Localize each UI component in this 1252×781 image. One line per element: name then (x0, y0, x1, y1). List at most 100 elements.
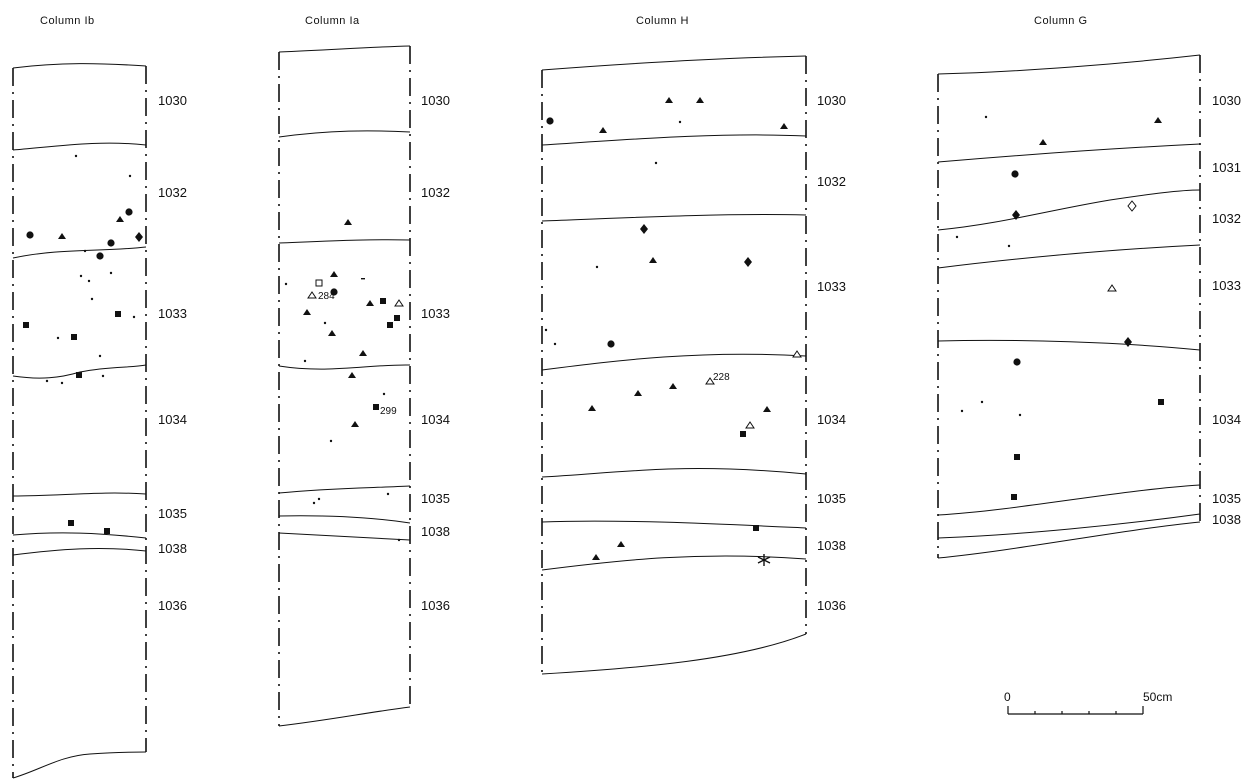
layer-label: 1035 (158, 506, 187, 521)
column-h: Column H 1030 1032 1033 1034 1035 1038 1… (541, 15, 846, 675)
small-dot-marker (128, 174, 132, 178)
layer-label: 1032 (817, 174, 846, 189)
layer-label: 1033 (158, 306, 187, 321)
square-filled-marker (380, 298, 386, 304)
column-h-layer-labels: 1030 1032 1033 1034 1035 1038 1036 (817, 93, 846, 613)
triangle-filled-marker (58, 233, 66, 239)
layer-label: 1030 (817, 93, 846, 108)
layer-label: 1038 (158, 541, 187, 556)
layer-label: 1031 (1212, 160, 1241, 175)
circle-filled-marker (107, 239, 115, 247)
dash-marker (361, 278, 365, 280)
column-h-layer-boundaries (541, 55, 807, 675)
small-dot-marker (303, 359, 307, 363)
layer-label: 1032 (421, 185, 450, 200)
column-ib-title: Column Ib (40, 15, 95, 27)
circle-filled-marker (96, 252, 104, 260)
small-dot-marker (317, 497, 321, 501)
triangle-filled-marker (303, 309, 311, 315)
small-dot-marker (544, 328, 548, 332)
triangle-open-marker (745, 421, 755, 429)
layer-label: 1030 (421, 93, 450, 108)
layer-label: 1038 (421, 524, 450, 539)
small-dot-marker (984, 115, 988, 119)
small-dot-marker (60, 381, 64, 385)
square-filled-marker (394, 315, 400, 321)
square-filled-marker (71, 334, 77, 340)
triangle-filled-marker (351, 421, 359, 427)
scale-bar-line (1007, 706, 1144, 715)
small-dot-marker (101, 374, 105, 378)
diamond-filled-marker (135, 232, 143, 242)
circle-filled-marker (607, 340, 615, 348)
small-dot-marker (397, 538, 401, 542)
layer-label: 1038 (817, 538, 846, 553)
layer-label: 1034 (421, 412, 450, 427)
triangle-open-marker (394, 299, 404, 307)
square-open-marker (315, 279, 323, 287)
diamond-filled-marker (1012, 210, 1020, 220)
circle-filled-marker (125, 208, 133, 216)
layer-label: 1030 (158, 93, 187, 108)
triangle-filled-marker (665, 97, 673, 103)
column-ib-layer-boundaries (12, 63, 147, 779)
triangle-open-marker (792, 350, 802, 358)
small-dot-marker (45, 379, 49, 383)
triangle-filled-marker (1039, 139, 1047, 145)
triangle-filled-marker (348, 372, 356, 378)
triangle-filled-marker (669, 383, 677, 389)
square-filled-marker (1014, 454, 1020, 460)
triangle-filled-marker (344, 219, 352, 225)
asterisk-marker (757, 554, 771, 566)
small-dot-marker (960, 409, 964, 413)
find-number-label: 284 (318, 291, 335, 302)
small-dot-marker (83, 249, 87, 253)
layer-label: 1032 (158, 185, 187, 200)
triangle-filled-marker (588, 405, 596, 411)
small-dot-marker (980, 400, 984, 404)
triangle-filled-marker (330, 271, 338, 277)
triangle-filled-marker (116, 216, 124, 222)
small-dot-marker (312, 501, 316, 505)
layer-label: 1033 (817, 279, 846, 294)
layer-label: 1038 (1212, 512, 1241, 527)
circle-filled-marker (1011, 170, 1019, 178)
layer-label: 1032 (1212, 211, 1241, 226)
column-ia: Column Ia 1030 1032 1033 1034 1035 1038 … (278, 15, 450, 727)
triangle-filled-marker (696, 97, 704, 103)
diamond-filled-marker (1124, 337, 1132, 347)
small-dot-marker (386, 492, 390, 496)
triangle-filled-marker (592, 554, 600, 560)
diamond-open-marker (1127, 200, 1137, 212)
column-ib-layer-labels: 1030 1032 1033 1034 1035 1038 1036 (158, 93, 187, 613)
square-filled-marker (68, 520, 74, 526)
triangle-filled-marker (763, 406, 771, 412)
small-dot-marker (955, 235, 959, 239)
find-number-label: 299 (380, 406, 397, 417)
triangle-filled-marker (780, 123, 788, 129)
layer-label: 1030 (1212, 93, 1241, 108)
column-ia-find-markers (284, 219, 404, 542)
circle-filled-marker (546, 117, 554, 125)
square-filled-marker (1011, 494, 1017, 500)
square-filled-marker (76, 372, 82, 378)
small-dot-marker (98, 354, 102, 358)
column-h-title: Column H (636, 15, 689, 27)
column-ia-layer-labels: 1030 1032 1033 1034 1035 1038 1036 (421, 93, 450, 613)
small-dot-marker (90, 297, 94, 301)
square-filled-marker (753, 525, 759, 531)
small-dot-marker (595, 265, 599, 269)
layer-label: 1034 (158, 412, 187, 427)
column-g-find-markers (955, 115, 1164, 500)
small-dot-marker (74, 154, 78, 158)
circle-filled-marker (1013, 358, 1021, 366)
layer-label: 1035 (1212, 491, 1241, 506)
triangle-filled-marker (366, 300, 374, 306)
small-dot-marker (87, 279, 91, 283)
triangle-filled-marker (328, 330, 336, 336)
column-g-layer-boundaries (937, 54, 1201, 559)
square-filled-marker (1158, 399, 1164, 405)
diamond-filled-marker (744, 257, 752, 267)
square-filled-marker (115, 311, 121, 317)
find-number-label: 228 (713, 372, 730, 383)
